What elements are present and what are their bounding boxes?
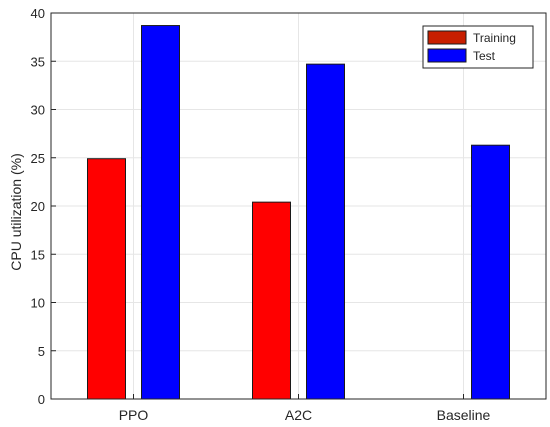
x-tick-label: A2C: [285, 407, 312, 423]
legend-label-training: Training: [473, 31, 516, 45]
y-tick-label: 5: [38, 344, 45, 359]
y-tick-label: 15: [31, 247, 45, 262]
y-tick-label: 25: [31, 151, 45, 166]
y-tick-label: 30: [31, 103, 45, 118]
legend-swatch-test: [427, 48, 467, 63]
bar-test-a2c: [306, 63, 345, 400]
bar-test-baseline: [471, 144, 510, 400]
y-tick-label: 0: [38, 392, 45, 407]
bar-training-ppo: [87, 158, 126, 400]
x-tick-label: Baseline: [437, 407, 491, 423]
y-tick-label: 20: [31, 199, 45, 214]
y-tick-label: 35: [31, 54, 45, 69]
legend-swatch-training: [427, 30, 467, 45]
y-axis-ticks: 0 5 10 15 20 25 30 35 40: [31, 6, 56, 407]
y-axis-label: CPU utilization (%): [8, 153, 24, 270]
bar-training-a2c: [252, 201, 291, 400]
legend: Training Test: [422, 25, 534, 69]
x-tick-label: PPO: [119, 407, 149, 423]
legend-label-test: Test: [473, 49, 496, 63]
bar-test-ppo: [141, 25, 180, 400]
y-tick-label: 40: [31, 6, 45, 21]
x-axis-ticks: PPO A2C Baseline: [119, 394, 491, 423]
y-tick-label: 10: [31, 296, 45, 311]
bars: [87, 25, 510, 400]
